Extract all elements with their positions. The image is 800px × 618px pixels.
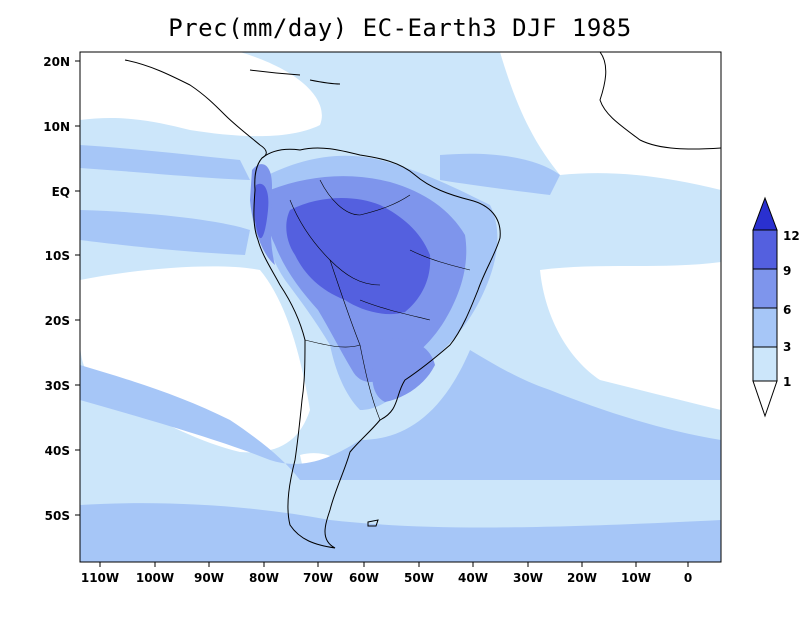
southern-band-lower	[80, 503, 721, 562]
lat-label-40s: 40S	[45, 444, 70, 458]
colorbar-label-3: 3	[783, 340, 791, 354]
dry-region-north-pacific	[80, 52, 322, 137]
dry-region-south-atlantic	[540, 262, 721, 410]
lon-label-90w: 90W	[194, 571, 224, 585]
la-plata-band	[372, 338, 435, 402]
axis-ticks	[75, 60, 689, 567]
lon-label-110w: 110W	[81, 571, 119, 585]
colorbar-label-1: 1	[783, 375, 791, 389]
colorbar-bin-3-6	[752, 307, 778, 348]
itcz-band-pacific	[80, 145, 250, 180]
caribbean-islands	[249, 69, 341, 85]
country-borders	[289, 179, 471, 421]
lon-label-50w: 50W	[404, 571, 434, 585]
colorbar-min-triangle	[752, 380, 778, 418]
lon-label-100w: 100W	[136, 571, 174, 585]
lat-label-30s: 30S	[45, 379, 70, 393]
colorbar-label-6: 6	[783, 303, 791, 317]
colorbar: 12 9 6 3 1	[752, 196, 800, 418]
lat-label-50s: 50S	[45, 509, 70, 523]
amazon-core-inner	[286, 198, 431, 315]
lat-label-eq: EQ	[52, 185, 70, 199]
lat-label-20n: 20N	[43, 55, 70, 69]
lon-label-80w: 80W	[249, 571, 279, 585]
colorbar-label-12: 12	[783, 229, 800, 243]
central-america-coast	[124, 59, 267, 159]
lon-label-10w: 10W	[621, 571, 651, 585]
itcz-band-atlantic	[440, 153, 560, 195]
lat-label-10s: 10S	[45, 249, 70, 263]
precip-field	[80, 52, 721, 562]
africa-coast	[599, 52, 721, 150]
coastlines	[124, 52, 721, 549]
colorbar-bin-6-9	[752, 268, 778, 309]
andes-core	[253, 183, 269, 239]
lon-label-0: 0	[684, 571, 692, 585]
longitude-axis: 110W 100W 90W 80W 70W 60W 50W 40W 30W 20…	[81, 571, 692, 585]
colorbar-max-triangle	[752, 196, 778, 231]
colorbar-label-9: 9	[783, 264, 791, 278]
lon-label-60w: 60W	[349, 571, 379, 585]
map-frame	[79, 51, 722, 563]
southern-ocean-band	[80, 350, 721, 480]
colorbar-bin-9-12	[752, 229, 778, 270]
lon-label-30w: 30W	[513, 571, 543, 585]
falklands	[367, 519, 379, 527]
lat-label-20s: 20S	[45, 314, 70, 328]
dry-region-north-atlantic	[500, 52, 721, 190]
lat-label-10n: 10N	[43, 120, 70, 134]
pacific-band-south	[80, 210, 250, 255]
south-america-coast	[253, 147, 501, 549]
lon-label-70w: 70W	[303, 571, 333, 585]
colorbar-bin-1-3	[752, 346, 778, 382]
latitude-axis: 20N 10N EQ 10S 20S 30S 40S 50S	[43, 55, 70, 523]
lon-label-20w: 20W	[567, 571, 597, 585]
lon-label-40w: 40W	[458, 571, 488, 585]
map-title: Prec(mm/day) EC-Earth3 DJF 1985	[168, 14, 632, 42]
